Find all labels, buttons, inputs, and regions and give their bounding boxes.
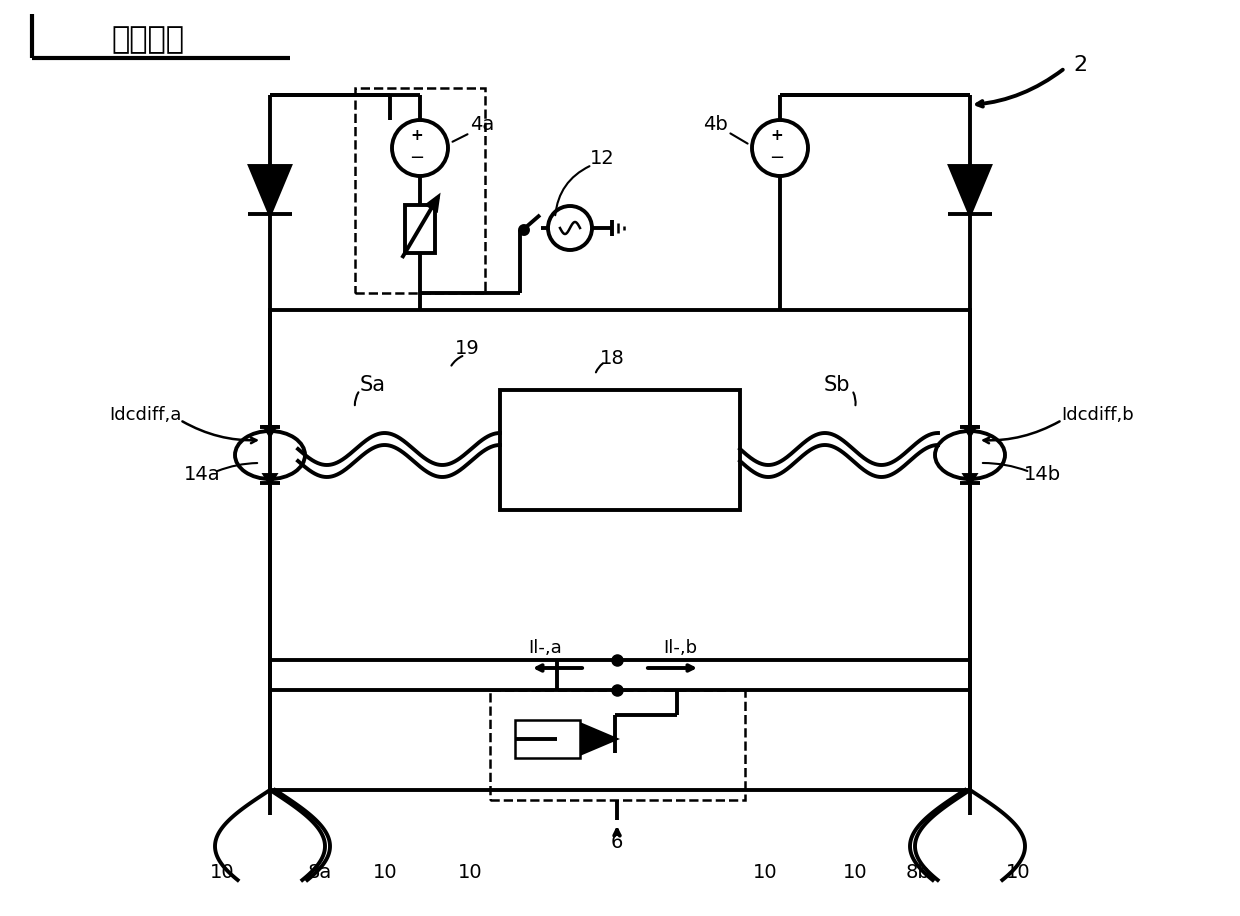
Bar [500,390,740,510]
Text: 14a: 14a [184,465,221,485]
Circle shape [548,206,591,250]
Polygon shape [428,197,438,210]
Bar [270,310,970,790]
Polygon shape [265,427,275,435]
Text: −: − [409,149,424,167]
Text: 12: 12 [590,148,615,168]
Text: 现有技术: 现有技术 [112,26,185,54]
Polygon shape [582,725,615,753]
Bar [490,690,745,800]
Polygon shape [265,475,275,483]
Circle shape [520,226,528,234]
Circle shape [392,120,448,176]
Text: Sa: Sa [360,375,386,395]
Text: Idcdiff,a: Idcdiff,a [109,406,181,424]
Text: +: + [410,128,423,144]
Text: Sb: Sb [823,375,849,395]
Circle shape [751,120,808,176]
Text: 10: 10 [753,863,777,881]
Text: 19: 19 [455,339,480,357]
Text: Il-,a: Il-,a [528,639,562,657]
Text: Idcdiff,b: Idcdiff,b [1061,406,1135,424]
Text: 2: 2 [1073,55,1087,75]
Polygon shape [965,427,975,435]
Text: 18: 18 [600,348,625,367]
Text: 4a: 4a [470,115,495,135]
Ellipse shape [935,431,1004,479]
Text: −: − [770,149,785,167]
Text: 8b: 8b [905,863,930,881]
Polygon shape [950,166,990,214]
Text: 8a: 8a [308,863,332,881]
Text: Il-,b: Il-,b [663,639,697,657]
Text: 10: 10 [458,863,482,881]
Bar [405,205,435,253]
Text: 10: 10 [210,863,234,881]
Text: 14b: 14b [1023,465,1060,485]
Text: 4b: 4b [703,115,728,135]
Text: 10: 10 [1006,863,1030,881]
Text: +: + [770,128,784,144]
Ellipse shape [236,431,305,479]
Bar [355,88,485,293]
Polygon shape [250,166,290,214]
Bar [515,720,580,758]
Text: 10: 10 [373,863,397,881]
Text: 10: 10 [843,863,867,881]
Text: 6: 6 [611,833,624,852]
Polygon shape [965,475,975,483]
